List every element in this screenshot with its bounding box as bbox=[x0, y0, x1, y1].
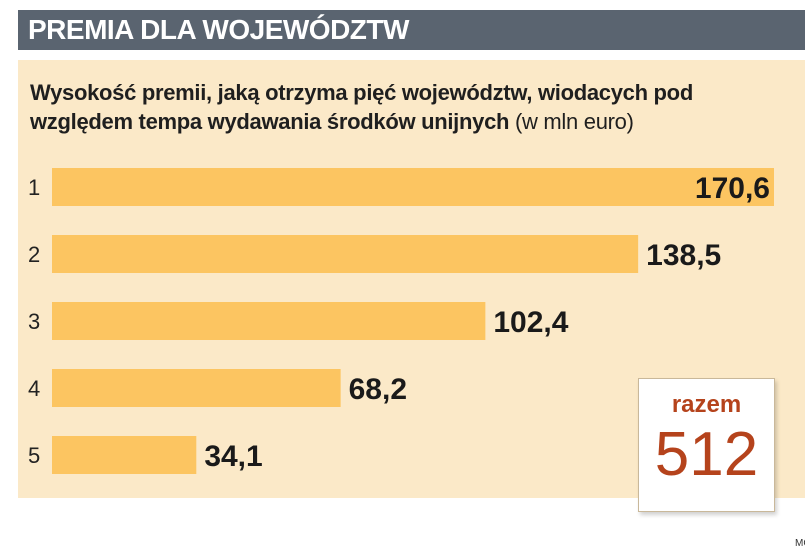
chart-subtitle: Wysokość premii, jaką otrzyma pięć wojew… bbox=[30, 78, 800, 136]
value-label-3: 102,4 bbox=[493, 306, 568, 339]
chart-unit-note: (w mln euro) bbox=[514, 109, 634, 134]
chart-panel: Wysokość premii, jaką otrzyma pięć wojew… bbox=[18, 60, 805, 549]
bar-4 bbox=[52, 369, 341, 407]
bar-3 bbox=[52, 302, 486, 340]
category-label-5: 5 bbox=[28, 443, 40, 468]
value-label-1: 170,6 bbox=[695, 172, 770, 205]
chart-title: Wysokość premii, jaką otrzyma pięć wojew… bbox=[30, 80, 693, 134]
total-label: razem bbox=[671, 391, 742, 418]
total-value: 512 bbox=[654, 420, 759, 489]
page-title: PREMIA DLA WOJEWÓDZTW bbox=[28, 14, 409, 45]
category-label-4: 4 bbox=[28, 376, 40, 401]
category-label-1: 1 bbox=[28, 175, 40, 200]
bar-5 bbox=[52, 436, 197, 474]
title-bar: PREMIA DLA WOJEWÓDZTW bbox=[18, 10, 805, 50]
category-label-2: 2 bbox=[28, 242, 40, 267]
header: PREMIA DLA WOJEWÓDZTW bbox=[0, 0, 805, 56]
total-box: razem 512 bbox=[638, 378, 775, 512]
bar-1 bbox=[52, 168, 774, 206]
bar-2 bbox=[52, 235, 639, 273]
value-label-5: 34,1 bbox=[204, 440, 262, 473]
credit-label: MC bbox=[795, 538, 805, 549]
value-label-4: 68,2 bbox=[349, 373, 407, 406]
category-label-3: 3 bbox=[28, 309, 40, 334]
bar-chart: 1 170,6 2 138,5 3 102,4 4 68,2 5 34,1 bbox=[28, 168, 774, 474]
value-label-2: 138,5 bbox=[646, 239, 721, 272]
